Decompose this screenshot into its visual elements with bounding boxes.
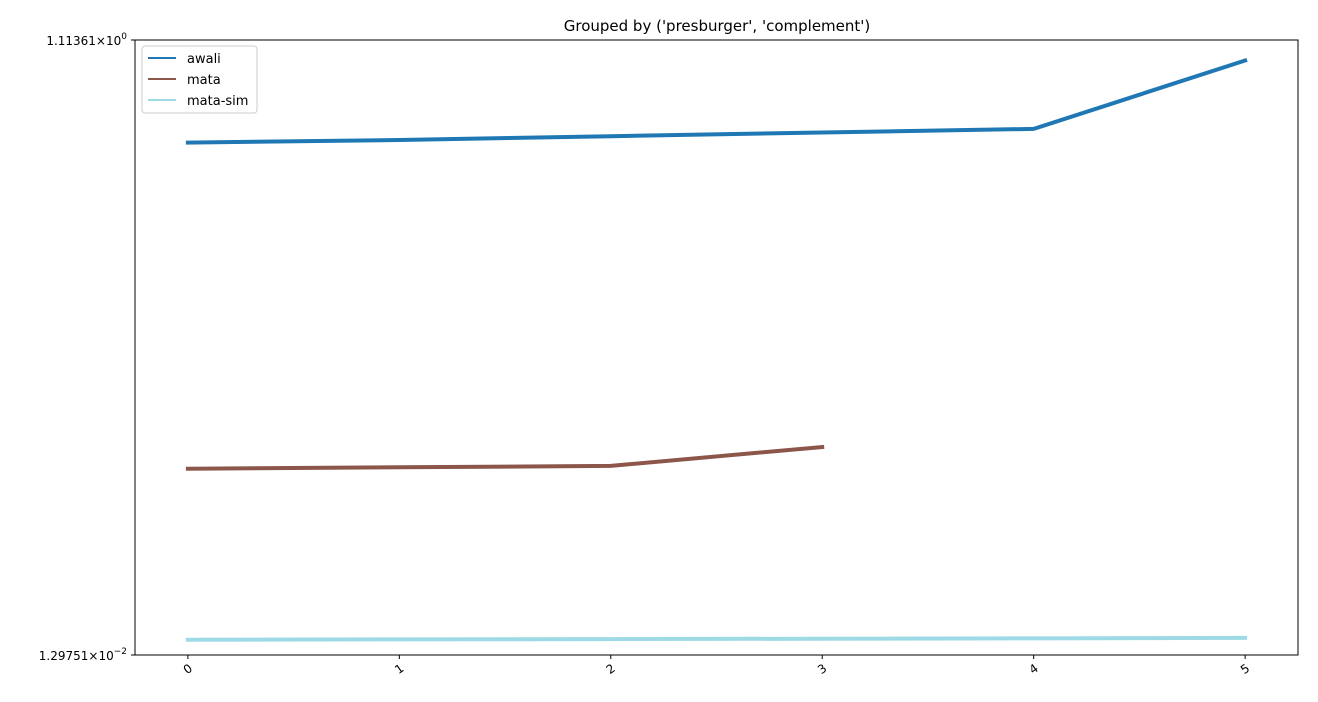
legend: awali mata mata-sim — [141, 45, 258, 114]
series-line-mata-sim — [185, 635, 1248, 642]
series-line-mata — [185, 444, 825, 471]
legend-label-mata-sim: mata-sim — [187, 94, 248, 109]
y-tick-label: 1.11361×100 — [46, 32, 127, 48]
legend-label-awali: awali — [187, 52, 221, 67]
y-tick-label: 1.29751×10−2 — [39, 647, 127, 663]
series-layer — [185, 57, 1248, 642]
axes-frame — [134, 39, 1299, 656]
series-line-awali — [185, 57, 1248, 145]
legend-box — [141, 45, 258, 114]
chart-title: Grouped by ('presburger', 'complement') — [564, 17, 871, 35]
legend-label-mata: mata — [187, 73, 221, 88]
y-axis: 1.11361×100 1.29751×10−2 — [39, 32, 135, 663]
